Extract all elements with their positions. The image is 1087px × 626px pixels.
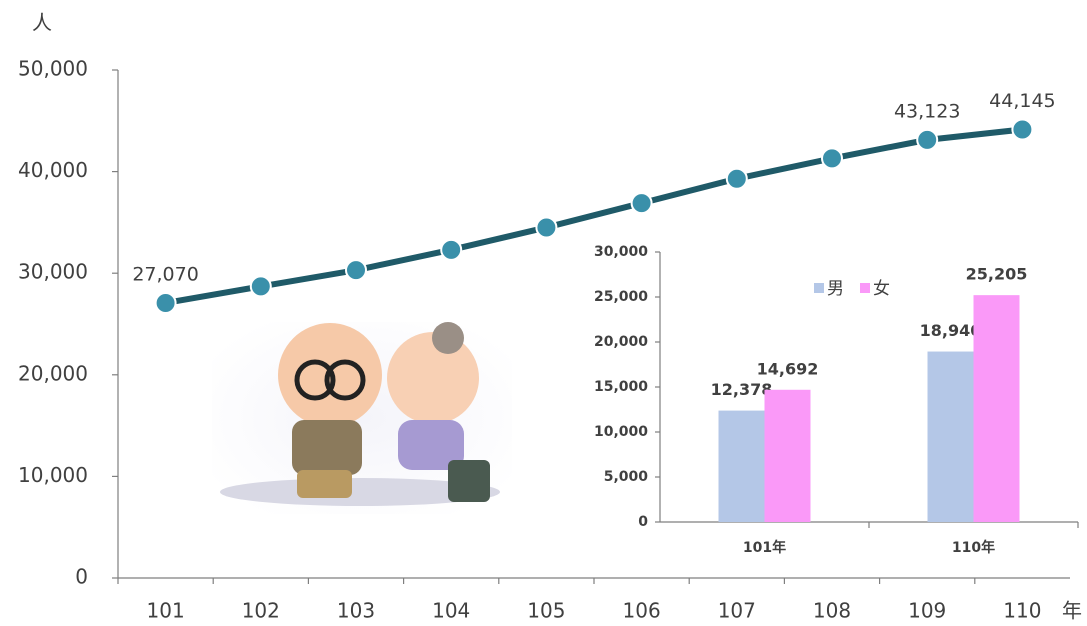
y-tick-label: 10,000 [594,424,648,440]
marker [917,130,937,150]
marker [727,169,747,189]
x-tick-label: 109 [908,599,946,623]
x-tick-label: 110 [1003,599,1041,623]
x-tick-label: 105 [527,599,565,623]
y-tick-label: 0 [75,565,88,589]
x-tick-label: 104 [432,599,470,623]
x-tick-label: 102 [242,599,280,623]
line [166,129,1023,302]
x-unit: 年 [1062,599,1082,623]
y-tick-label: 5,000 [604,469,649,485]
bar [928,352,974,522]
y-tick-label: 40,000 [18,158,88,182]
data-label: 12,378 [711,380,773,399]
legend-label: 女 [873,279,890,299]
marker [441,240,461,260]
y-tick-label: 30,000 [18,260,88,284]
chart: 人 年 0 10,000 20,000 30,000 40,000 50,000 101 10… [0,0,1087,626]
marker [1012,119,1032,139]
legend-swatch [814,283,824,293]
x-tick-label: 107 [718,599,756,623]
y-tick-label: 10,000 [18,463,88,487]
legend-label: 男 [827,279,844,299]
x-tick-label: 101 [147,599,185,623]
data-label: 18,940 [920,321,982,340]
marker [536,217,556,237]
legend-swatch [860,283,870,293]
marker [346,260,366,280]
marker [251,276,271,296]
x-tick-label: 108 [813,599,851,623]
data-label: 25,205 [966,265,1028,284]
marker [632,193,652,213]
clipart [212,322,512,514]
data-label: 44,145 [989,90,1055,112]
marker [156,293,176,313]
bar [719,411,765,522]
x-tick-label: 103 [337,599,375,623]
x-tick-label: 106 [623,599,661,623]
data-label: 14,692 [757,359,819,378]
data-label: 27,070 [132,263,198,285]
y-tick-label: 20,000 [594,334,648,350]
y-tick-label: 50,000 [18,57,88,81]
y-tick-label: 30,000 [594,244,648,260]
data-label: 43,123 [894,100,960,122]
x-tick-label: 101年 [743,539,786,556]
y-tick-label: 15,000 [594,379,648,395]
y-tick-label: 20,000 [18,361,88,385]
bar [765,390,811,522]
y-tick-label: 25,000 [594,289,648,305]
marker [822,148,842,168]
y-tick-label: 0 [638,514,648,530]
x-tick-label: 110年 [952,539,995,556]
y-unit: 人 [32,11,52,35]
bar [974,295,1020,522]
